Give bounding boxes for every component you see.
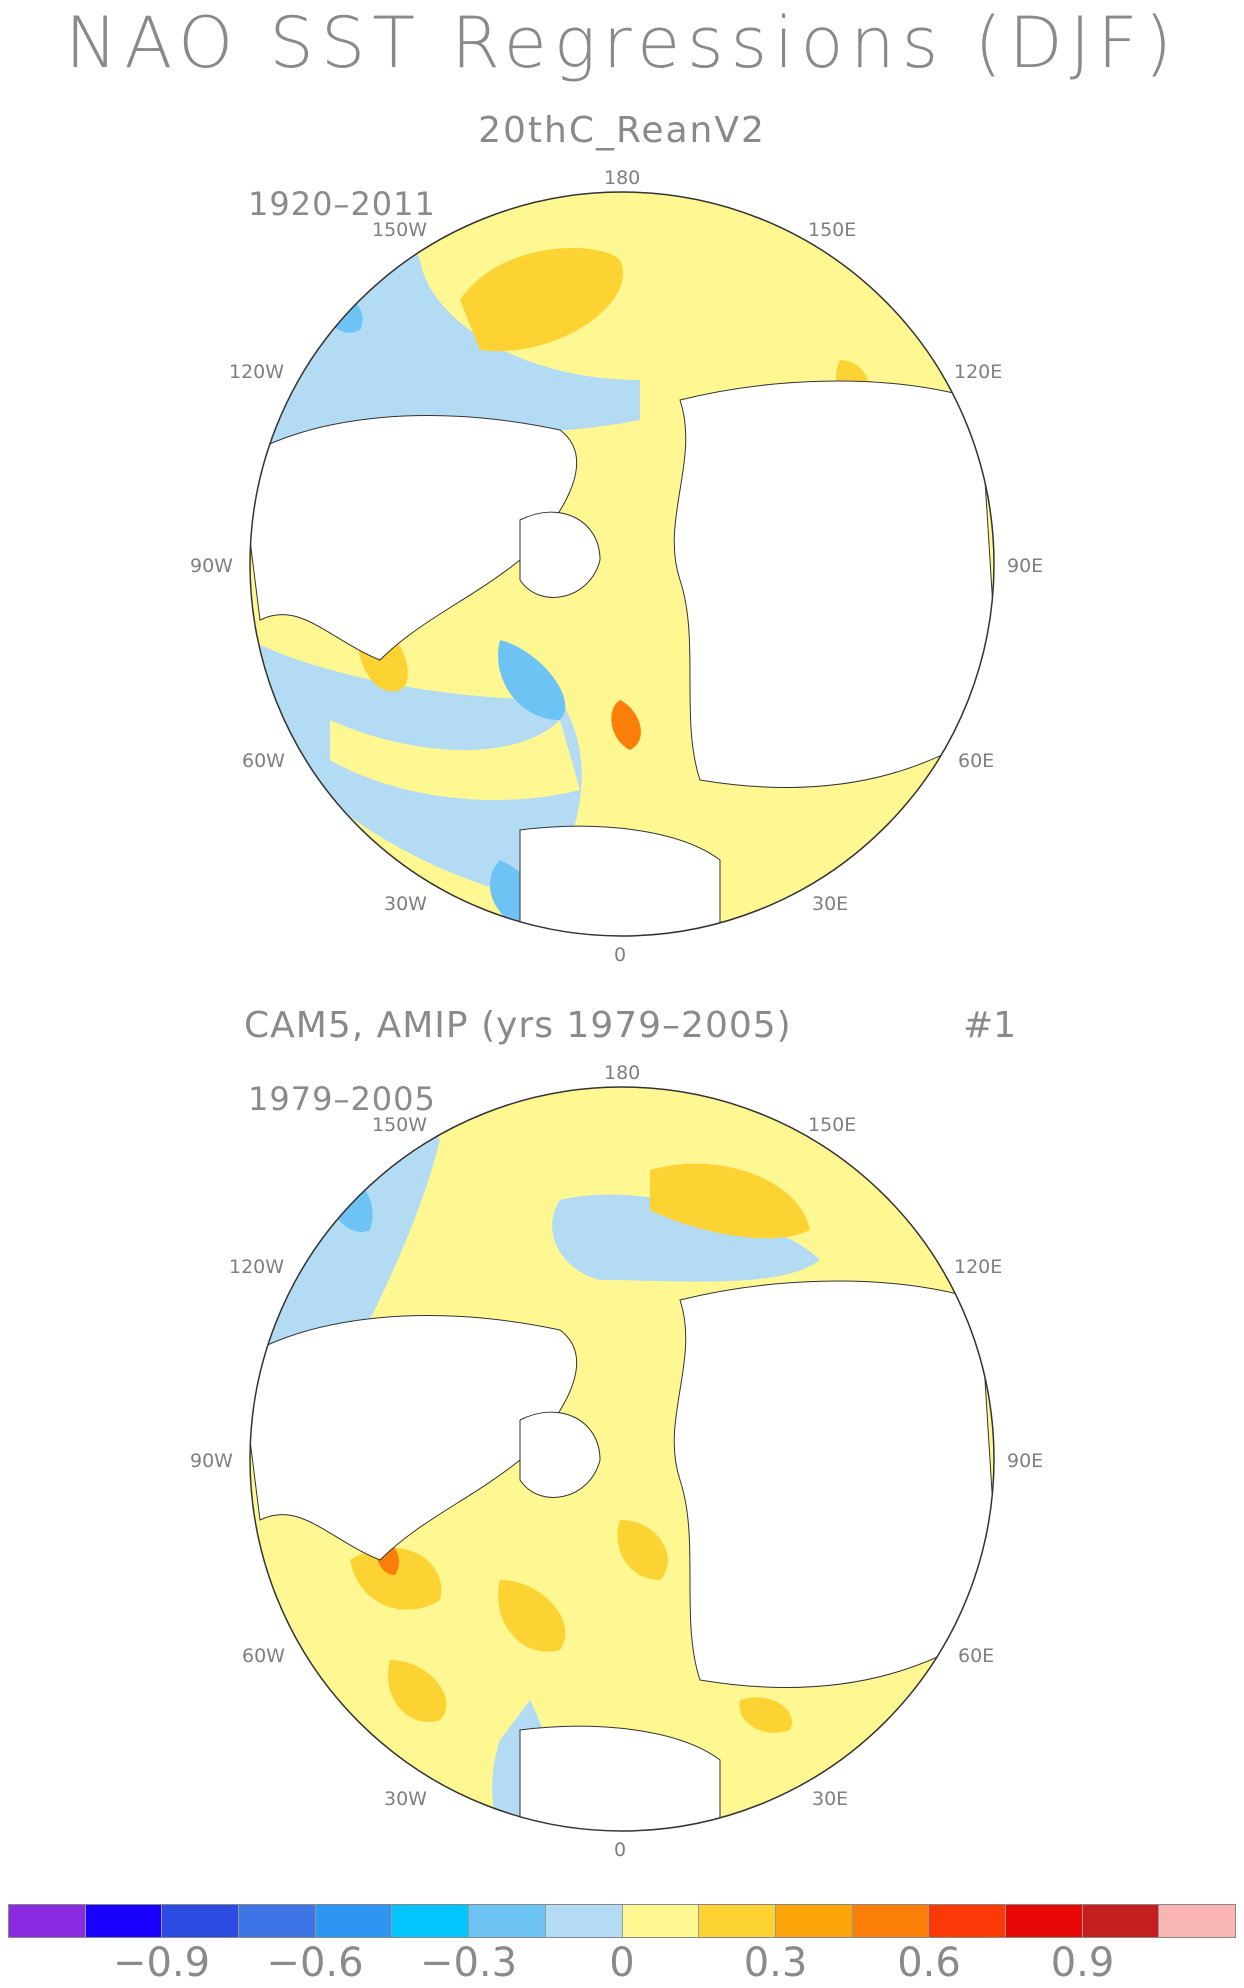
colorbar-tick-label: 0.9	[1050, 1940, 1115, 1986]
africa-land	[519, 825, 721, 936]
sst-positive-barents	[617, 1520, 668, 1580]
lon-label-150e-p2: 150E	[808, 1114, 857, 1136]
lon-label-60e-p2: 60E	[958, 1645, 995, 1667]
sst-positive-atlantic-band	[330, 720, 580, 800]
colorbar-tick-label: −0.3	[419, 1940, 518, 1986]
sst-positive-baltic	[611, 700, 641, 750]
lon-label-150w: 150W	[372, 219, 428, 241]
sst-moderate-negative-north-atlantic	[498, 640, 566, 720]
lon-label-120w-p2: 120W	[229, 1256, 285, 1278]
colorbar-swatch	[775, 1905, 853, 1937]
panel-1-subtitle: 20thC_ReanV2	[478, 110, 766, 151]
lon-label-60w: 60W	[242, 750, 285, 772]
colorbar-tick-label: −0.6	[266, 1940, 364, 1986]
colorbar-swatch	[1005, 1905, 1083, 1937]
sst-positive-black-sea	[739, 1697, 792, 1733]
lon-label-30e-p2: 30E	[812, 1788, 849, 1810]
lon-label-90e: 90E	[1007, 555, 1044, 577]
colorbar-tick-label: 0	[609, 1940, 635, 1986]
colorbar-swatch	[239, 1905, 316, 1937]
colorbar-tick-label: 0.6	[897, 1940, 961, 1986]
polar-map-panel-2	[249, 1086, 995, 1832]
lon-label-30w: 30W	[384, 893, 427, 915]
lon-label-0: 0	[614, 944, 627, 966]
sst-positive-norwegian-sea	[498, 1580, 566, 1652]
colorbar-swatch	[622, 1905, 700, 1937]
greenland-land	[519, 511, 601, 598]
colorbar-swatch	[1159, 1905, 1235, 1937]
lon-label-120e-p2: 120E	[954, 1256, 1003, 1278]
lon-label-90w-p2: 90W	[190, 1450, 233, 1472]
colorbar-tick-label: −0.9	[112, 1940, 211, 1986]
lon-label-60e: 60E	[958, 750, 995, 772]
colorbar-swatch	[392, 1905, 470, 1937]
lon-label-180: 180	[604, 167, 641, 189]
sst-negative-central-pacific	[552, 1194, 820, 1282]
sst-positive-labrador	[350, 1547, 442, 1610]
map-boundary-circle	[249, 1086, 995, 1832]
lon-label-120e: 120E	[954, 361, 1003, 383]
greenland-land	[519, 1411, 601, 1498]
colorbar-swatch	[852, 1905, 930, 1937]
panel-2-run-number: #1	[963, 1005, 1017, 1046]
map-boundary-circle	[249, 191, 995, 937]
colorbar-swatch	[545, 1905, 623, 1937]
eurasia-land	[673, 380, 994, 788]
main-title: NAO SST Regressions (DJF)	[65, 2, 1179, 84]
eurasia-land	[673, 1280, 994, 1688]
sst-positive-north-pacific	[650, 1163, 810, 1239]
colorbar-swatch	[699, 1905, 776, 1937]
sst-positive-pacific	[460, 248, 624, 352]
lon-label-90w: 90W	[190, 555, 233, 577]
colorbar	[8, 1904, 1236, 1938]
lon-label-150w-p2: 150W	[372, 1114, 428, 1136]
lon-label-150e: 150E	[808, 219, 857, 241]
colorbar-swatch	[929, 1905, 1006, 1937]
colorbar-swatch	[315, 1905, 393, 1937]
lon-label-0-p2: 0	[614, 1839, 627, 1861]
lon-label-30e: 30E	[812, 893, 849, 915]
lon-label-60w-p2: 60W	[242, 1645, 285, 1667]
panel-1-period: 1920–2011	[248, 185, 436, 223]
polar-map-panel-1	[249, 191, 995, 937]
lon-label-30w-p2: 30W	[384, 1788, 427, 1810]
africa-land	[519, 1725, 721, 1831]
colorbar-swatch	[9, 1905, 86, 1937]
sst-positive-mid-atlantic	[388, 1660, 447, 1722]
panel-2-period: 1979–2005	[248, 1080, 436, 1118]
colorbar-swatch	[1082, 1905, 1160, 1937]
lon-label-120w: 120W	[229, 361, 285, 383]
colorbar-tick-label: 0.3	[743, 1940, 808, 1986]
colorbar-swatch	[469, 1905, 546, 1937]
panel-2-subtitle: CAM5, AMIP (yrs 1979–2005)	[244, 1005, 792, 1046]
colorbar-swatch	[162, 1905, 240, 1937]
lon-label-180-p2: 180	[604, 1062, 641, 1084]
colorbar-swatch	[85, 1905, 163, 1937]
lon-label-90e-p2: 90E	[1007, 1450, 1044, 1472]
